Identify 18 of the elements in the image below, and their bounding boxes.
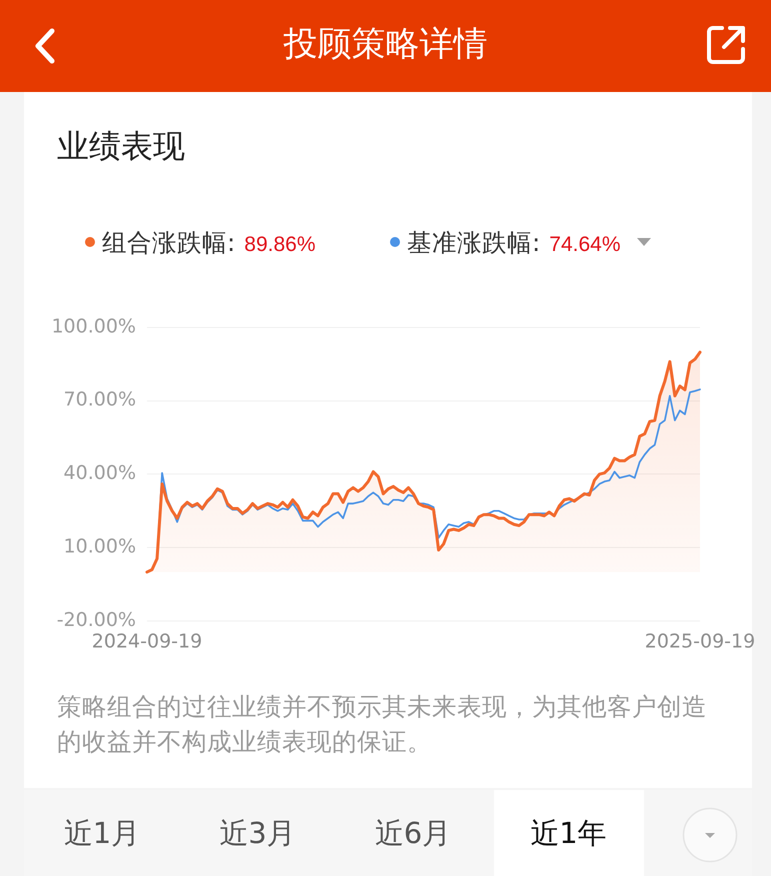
- x-tick-label: 2024-09-19: [92, 630, 202, 652]
- text: 近1月: [62, 815, 142, 852]
- text: 投顾策略详情: [282, 23, 488, 66]
- y-tick-label: -20.00%: [56, 608, 136, 631]
- y-tick-label: 10.00%: [64, 536, 136, 558]
- text: 策略组合的过往业绩并不预示其未来表现，为其他客户创造的收益并不构成业绩表现的保证。: [57, 691, 708, 758]
- y-tick-label: 100.00%: [51, 315, 136, 338]
- text: 近6月: [374, 815, 452, 852]
- x-tick-label: 2025-09-19: [644, 630, 756, 652]
- text: 近1年: [494, 790, 644, 876]
- text: 近3月: [218, 815, 297, 852]
- legend-label: 组合涨跌幅:: [102, 228, 236, 257]
- text: 89.86%: [244, 233, 316, 256]
- legend-label: 基准涨跌幅:: [407, 228, 540, 257]
- text: 74.64%: [549, 233, 620, 256]
- y-tick-label: 70.00%: [64, 388, 136, 411]
- y-tick-label: 40.00%: [64, 462, 136, 484]
- chart-title: 业绩表现: [57, 126, 185, 167]
